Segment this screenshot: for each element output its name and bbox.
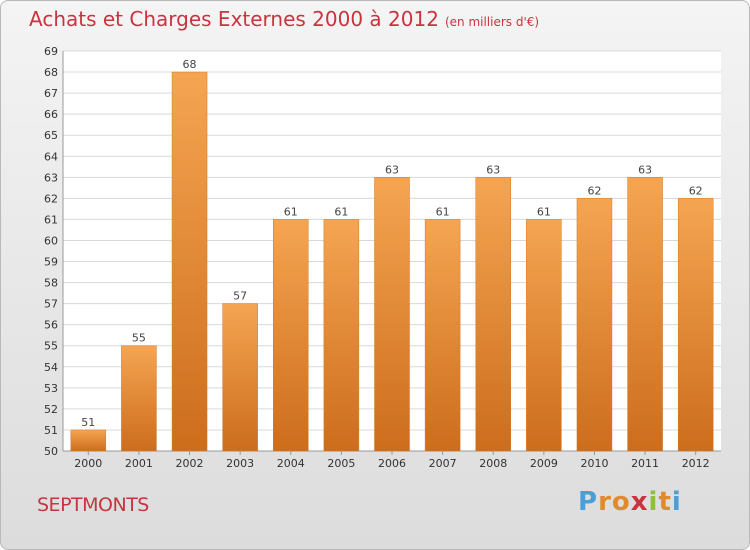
data-label: 62 <box>689 184 703 197</box>
x-tick-label: 2000 <box>74 457 102 470</box>
y-tick-label: 50 <box>44 445 58 458</box>
bar <box>475 177 511 452</box>
brand-letter: i <box>648 487 659 517</box>
chart-unit-label: (en milliers d'€) <box>444 15 540 29</box>
chart-title: Achats et Charges Externes 2000 à 2012 (e… <box>29 7 539 31</box>
brand-letter: o <box>611 487 631 517</box>
y-tick-label: 51 <box>44 424 58 437</box>
x-tick-label: 2001 <box>125 457 153 470</box>
y-tick-label: 61 <box>44 213 58 226</box>
data-label: 57 <box>233 290 247 303</box>
city-name: SEPTMONTS <box>37 494 149 516</box>
y-tick-label: 59 <box>44 256 58 269</box>
data-label: 63 <box>638 163 652 176</box>
bar <box>222 303 258 452</box>
y-tick-label: 60 <box>44 234 58 247</box>
brand-logo[interactable]: Proxiti <box>578 487 682 517</box>
x-tick-label: 2006 <box>378 457 406 470</box>
chart-title-text: Achats et Charges Externes 2000 à 2012 <box>29 7 439 31</box>
data-label: 63 <box>486 163 500 176</box>
bar <box>121 345 157 452</box>
bar <box>627 177 663 452</box>
y-tick-label: 63 <box>44 171 58 184</box>
bar <box>677 198 714 452</box>
brand-letter: i <box>671 487 682 517</box>
y-tick-label: 52 <box>44 403 58 416</box>
y-tick-label: 65 <box>44 129 58 142</box>
y-tick-label: 62 <box>44 192 58 205</box>
x-tick-label: 2002 <box>176 457 204 470</box>
data-label: 61 <box>334 205 348 218</box>
x-tick-label: 2012 <box>682 457 710 470</box>
y-tick-label: 54 <box>44 361 58 374</box>
y-tick-label: 67 <box>44 87 58 100</box>
bar <box>576 198 613 452</box>
y-tick-label: 53 <box>44 382 58 395</box>
x-tick-label: 2010 <box>580 457 608 470</box>
data-label: 61 <box>436 205 450 218</box>
x-tick-label: 2003 <box>226 457 254 470</box>
x-tick-label: 2011 <box>631 457 659 470</box>
brand-letter: P <box>578 487 599 517</box>
data-label: 63 <box>385 163 399 176</box>
y-tick-label: 57 <box>44 298 58 311</box>
x-tick-label: 2008 <box>479 457 507 470</box>
data-label: 51 <box>81 416 95 429</box>
data-label: 55 <box>132 332 146 345</box>
bar <box>323 219 360 452</box>
y-tick-label: 69 <box>44 45 58 58</box>
bar <box>273 219 309 452</box>
brand-letter: x <box>630 487 649 517</box>
x-tick-label: 2007 <box>429 457 457 470</box>
x-tick-label: 2004 <box>277 457 305 470</box>
y-tick-label: 64 <box>44 150 58 163</box>
bar <box>171 71 208 452</box>
data-label: 61 <box>537 205 551 218</box>
brand-letter: t <box>658 487 672 517</box>
y-tick-label: 66 <box>44 108 58 121</box>
data-label: 62 <box>587 184 601 197</box>
y-tick-label: 55 <box>44 340 58 353</box>
bar <box>374 177 410 452</box>
bar <box>424 219 461 452</box>
y-tick-label: 58 <box>44 277 58 290</box>
x-tick-label: 2005 <box>327 457 355 470</box>
data-label: 61 <box>284 205 298 218</box>
x-tick-label: 2009 <box>530 457 558 470</box>
y-tick-label: 68 <box>44 66 58 79</box>
brand-letter: r <box>598 487 612 517</box>
bar <box>526 219 562 452</box>
y-tick-label: 56 <box>44 319 58 332</box>
bar <box>70 429 107 452</box>
data-label: 68 <box>183 58 197 71</box>
